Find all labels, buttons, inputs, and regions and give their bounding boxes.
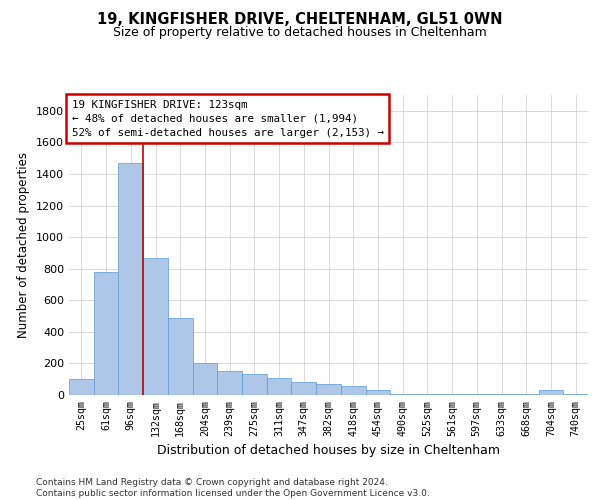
Bar (489, 394, 514, 395)
Text: Contains HM Land Registry data © Crown copyright and database right 2024.
Contai: Contains HM Land Registry data © Crown c… (36, 478, 430, 498)
Bar (168, 318, 193, 395)
Bar (292, 382, 316, 395)
Bar (365, 390, 390, 395)
Bar (267, 378, 292, 395)
Bar (316, 384, 341, 395)
Bar (415, 394, 440, 395)
Bar (539, 390, 563, 395)
Bar (390, 394, 415, 395)
Text: 19, KINGFISHER DRIVE, CHELTENHAM, GL51 0WN: 19, KINGFISHER DRIVE, CHELTENHAM, GL51 0… (97, 12, 503, 28)
X-axis label: Distribution of detached houses by size in Cheltenham: Distribution of detached houses by size … (157, 444, 500, 457)
Bar (118, 163, 143, 395)
Bar (94, 272, 118, 395)
Text: Size of property relative to detached houses in Cheltenham: Size of property relative to detached ho… (113, 26, 487, 39)
Bar (217, 372, 242, 395)
Y-axis label: Number of detached properties: Number of detached properties (17, 152, 31, 338)
Bar (563, 394, 588, 395)
Bar (69, 379, 94, 395)
Bar (143, 258, 168, 395)
Bar (341, 386, 365, 395)
Text: 19 KINGFISHER DRIVE: 123sqm
← 48% of detached houses are smaller (1,994)
52% of : 19 KINGFISHER DRIVE: 123sqm ← 48% of det… (71, 100, 383, 138)
Bar (464, 394, 489, 395)
Bar (193, 364, 217, 395)
Bar (514, 394, 539, 395)
Bar (242, 374, 267, 395)
Bar (440, 394, 464, 395)
